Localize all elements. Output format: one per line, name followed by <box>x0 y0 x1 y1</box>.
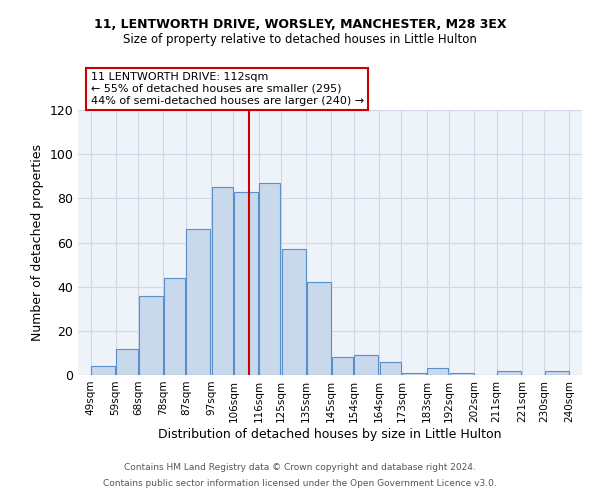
Bar <box>259 183 280 375</box>
Bar <box>282 249 305 375</box>
Bar <box>332 358 353 375</box>
Bar <box>164 278 185 375</box>
Bar <box>355 355 378 375</box>
Bar <box>212 188 233 375</box>
Bar <box>234 192 258 375</box>
Bar <box>497 370 521 375</box>
Y-axis label: Number of detached properties: Number of detached properties <box>31 144 44 341</box>
X-axis label: Distribution of detached houses by size in Little Hulton: Distribution of detached houses by size … <box>158 428 502 440</box>
Bar <box>450 373 473 375</box>
Bar <box>116 348 137 375</box>
Text: Contains public sector information licensed under the Open Government Licence v3: Contains public sector information licen… <box>103 478 497 488</box>
Text: 11, LENTWORTH DRIVE, WORSLEY, MANCHESTER, M28 3EX: 11, LENTWORTH DRIVE, WORSLEY, MANCHESTER… <box>94 18 506 30</box>
Text: Contains HM Land Registry data © Crown copyright and database right 2024.: Contains HM Land Registry data © Crown c… <box>124 464 476 472</box>
Text: Size of property relative to detached houses in Little Hulton: Size of property relative to detached ho… <box>123 32 477 46</box>
Text: 11 LENTWORTH DRIVE: 112sqm
← 55% of detached houses are smaller (295)
44% of sem: 11 LENTWORTH DRIVE: 112sqm ← 55% of deta… <box>91 72 364 106</box>
Bar <box>380 362 401 375</box>
Bar <box>545 370 569 375</box>
Bar <box>187 229 210 375</box>
Bar <box>402 373 426 375</box>
Bar <box>307 282 331 375</box>
Bar <box>91 366 115 375</box>
Bar <box>427 368 448 375</box>
Bar <box>139 296 163 375</box>
